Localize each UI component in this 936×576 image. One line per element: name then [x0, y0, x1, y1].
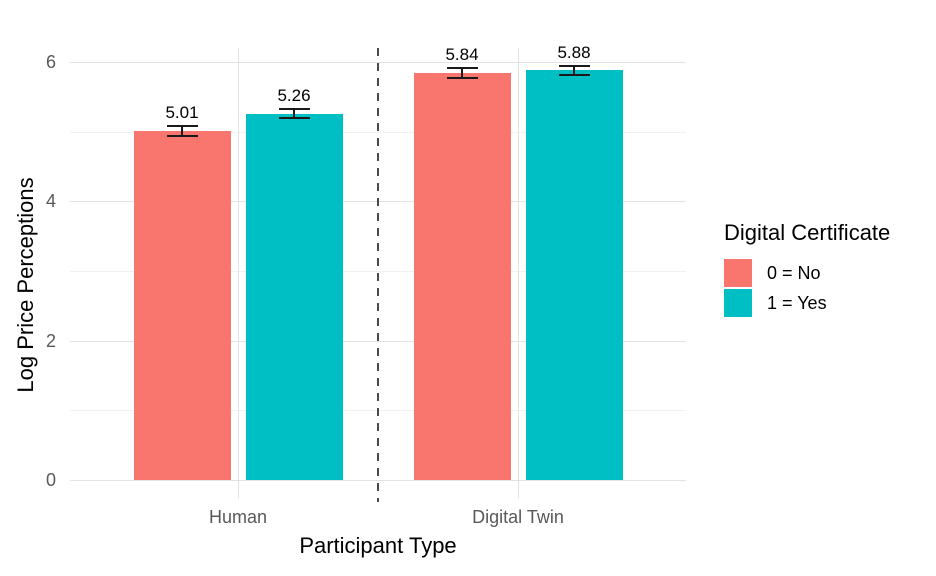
bar-value-label: 5.01: [165, 103, 199, 122]
legend-key-swatch: [724, 259, 752, 287]
x-tick-label: Human: [208, 507, 268, 527]
error-bar-cap-top: [279, 108, 310, 110]
legend: Digital Certificate 0 = No 1 = Yes: [724, 220, 936, 319]
error-bar-stem: [461, 68, 463, 78]
error-bar-cap-top: [447, 67, 478, 69]
group-separator-line: [377, 48, 379, 502]
error-bar-cap-bottom: [447, 77, 478, 79]
x-axis-title: Participant Type: [299, 533, 457, 558]
legend-item: 0 = No: [724, 259, 936, 287]
error-bar-stem: [181, 126, 183, 136]
bar: [414, 73, 511, 480]
y-axis-title: Log Price Perceptions: [13, 177, 38, 393]
error-bar-stem: [293, 109, 295, 117]
x-tick-label: Digital Twin: [472, 507, 564, 527]
bar-value-label: 5.26: [277, 86, 311, 105]
bar-value-label: 5.84: [445, 45, 479, 64]
y-tick-label: 6: [45, 52, 56, 72]
legend-item-label: 0 = No: [767, 262, 821, 283]
legend-item: 1 = Yes: [724, 289, 936, 317]
category-gridline: [518, 48, 519, 498]
error-bar-cap-bottom: [559, 74, 590, 76]
error-bar-stem: [573, 66, 575, 74]
legend-items: 0 = No 1 = Yes: [724, 259, 936, 317]
error-bar-cap-top: [559, 65, 590, 67]
category-gridline: [238, 48, 239, 498]
error-bar-cap-top: [167, 125, 198, 127]
y-tick-label: 4: [45, 191, 56, 211]
y-tick-label: 2: [45, 331, 56, 351]
bar: [134, 131, 231, 480]
y-tick-label: 0: [45, 470, 56, 490]
bar-value-label: 5.88: [557, 43, 591, 62]
legend-title: Digital Certificate: [724, 220, 891, 245]
legend-key-swatch: [724, 289, 752, 317]
error-bar-cap-bottom: [279, 117, 310, 119]
error-bar-cap-bottom: [167, 135, 198, 137]
legend-item-label: 1 = Yes: [767, 292, 827, 313]
bar: [246, 114, 343, 480]
bar: [526, 70, 623, 480]
